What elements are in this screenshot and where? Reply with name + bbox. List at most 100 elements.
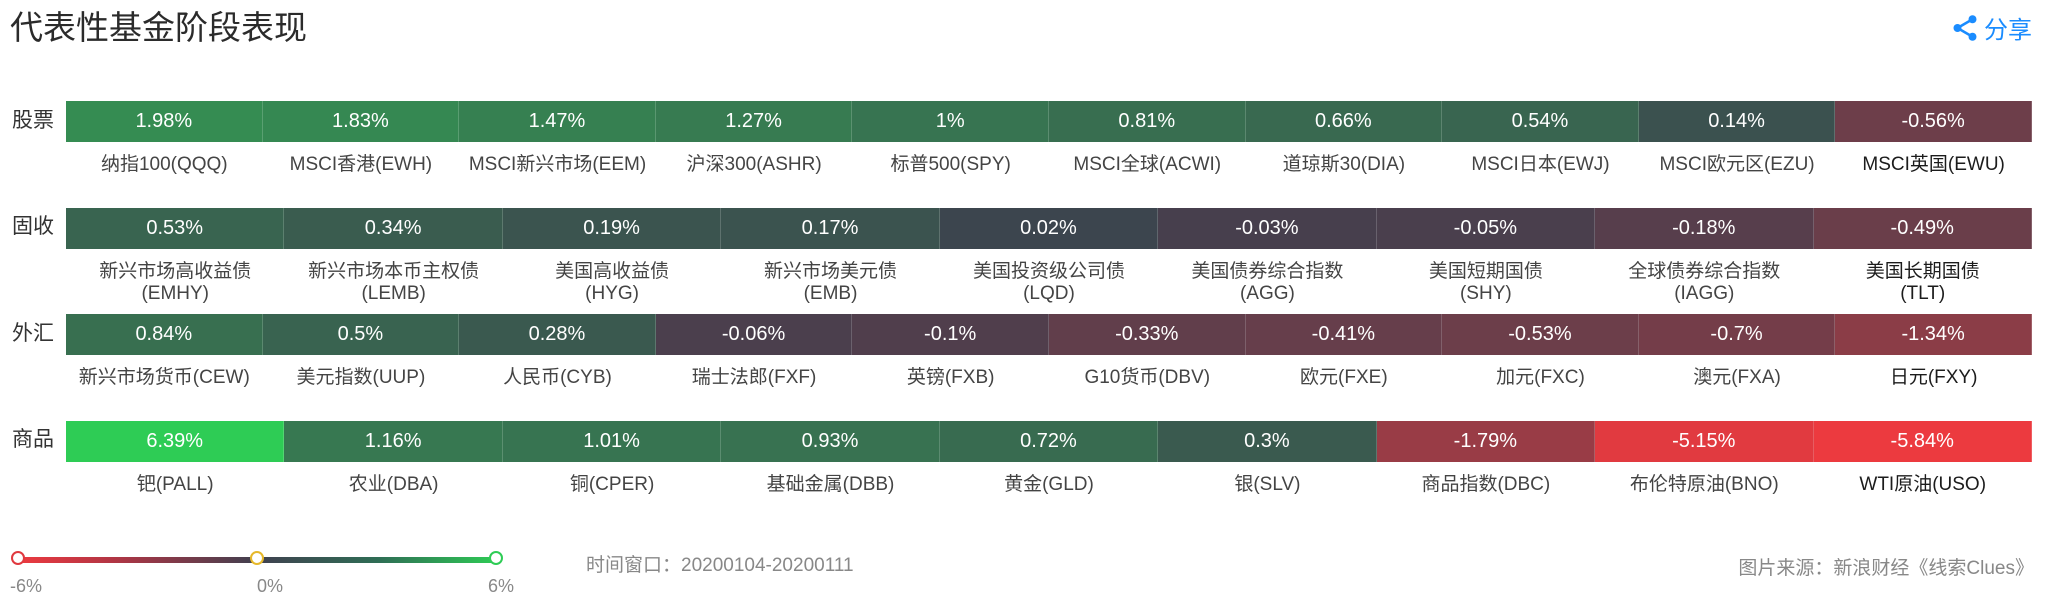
heatmap-cell[interactable]: 0.14%: [1638, 101, 1836, 142]
heatmap-cell[interactable]: 1%: [852, 101, 1049, 142]
fund-name-text: 人民币(CYB): [503, 367, 612, 388]
heatmap-cell[interactable]: 0.17%: [721, 208, 940, 249]
heatmap-cell[interactable]: -0.33%: [1048, 314, 1246, 355]
heatmap-cell[interactable]: 0.53%: [66, 208, 285, 249]
heatmap-cell[interactable]: -0.7%: [1638, 314, 1836, 355]
heatmap-cell[interactable]: 1.47%: [459, 101, 656, 142]
fund-name: MSCI欧元区(EZU): [1639, 154, 1836, 176]
fund-name: 铜(CPER): [503, 474, 721, 496]
cell-value: -5.84%: [1890, 430, 1954, 452]
heatmap-cell[interactable]: 1.16%: [284, 421, 503, 462]
cell-value: 0.53%: [146, 217, 204, 239]
share-label: 分享: [1984, 17, 2032, 44]
fund-name: 新兴市场高收益债 (EMHY): [66, 261, 284, 305]
fund-name: 日元(FXY): [1835, 367, 2032, 389]
fund-name-text: 全球债券综合指数: [1628, 261, 1781, 282]
fund-name: 加元(FXC): [1442, 367, 1639, 389]
fund-name-text: MSCI欧元区(EZU): [1659, 154, 1815, 175]
heatmap-cell[interactable]: 0.5%: [262, 314, 460, 355]
fund-name-text: 新兴市场美元债: [764, 261, 898, 282]
fund-name-text: 瑞士法郎(FXF): [691, 367, 817, 388]
fund-code: (LEMB): [361, 283, 426, 304]
legend-max-label: 6%: [488, 576, 515, 596]
row-label: 固收: [12, 215, 54, 238]
cell-value: -1.34%: [1901, 323, 1965, 345]
cell-value: 0.54%: [1511, 110, 1569, 132]
fund-name: MSCI新兴市场(EEM): [459, 154, 656, 176]
fund-name-text: 加元(FXC): [1496, 367, 1585, 388]
fund-code: (LQD): [1023, 283, 1075, 304]
heatmap-cell[interactable]: 0.66%: [1245, 101, 1443, 142]
cell-value: 0.81%: [1118, 110, 1176, 132]
fund-name-text: 日元(FXY): [1889, 367, 1978, 388]
heatmap-cell[interactable]: 0.3%: [1158, 421, 1377, 462]
heatmap-cell[interactable]: 0.72%: [939, 421, 1159, 462]
fund-name: 基础金属(DBB): [721, 474, 939, 496]
fund-name-text: 银(SLV): [1234, 474, 1301, 495]
heatmap-cell[interactable]: -0.1%: [852, 314, 1049, 355]
heatmap-cell[interactable]: 0.28%: [459, 314, 656, 355]
cell-value: -0.33%: [1115, 323, 1179, 345]
heatmap-cell[interactable]: -1.34%: [1835, 314, 2032, 355]
fund-name-text: 英镑(FXB): [906, 367, 995, 388]
cell-value: -0.56%: [1901, 110, 1965, 132]
cell-value: -0.05%: [1453, 217, 1518, 239]
cell-value: -0.06%: [721, 323, 786, 345]
heatmap-cell[interactable]: 0.93%: [721, 421, 940, 462]
fund-name-text: MSCI全球(ACWI): [1073, 154, 1222, 175]
fund-name-text: G10货币(DBV): [1084, 367, 1211, 388]
fund-name-text: 商品指数(DBC): [1421, 474, 1551, 495]
heatmap-cell[interactable]: -0.18%: [1595, 208, 1814, 249]
heatmap-cell[interactable]: -5.15%: [1595, 421, 1814, 462]
cell-value: 0.84%: [135, 323, 193, 345]
fund-name: 美国长期国债 (TLT): [1814, 261, 2032, 305]
time-window: 时间窗口：20200104-20200111: [586, 555, 854, 576]
heatmap-cell[interactable]: 1.27%: [655, 101, 853, 142]
legend-max-marker: [489, 551, 503, 565]
image-source: 图片来源：新浪财经《线索Clues》: [1738, 558, 2034, 579]
share-button[interactable]: 分享: [1950, 10, 2032, 45]
heatmap-cell[interactable]: 1.98%: [66, 101, 263, 142]
heatmap-cell[interactable]: 0.84%: [66, 314, 263, 355]
row-label: 外汇: [12, 322, 54, 345]
fund-name-text: MSCI新兴市场(EEM): [468, 154, 647, 175]
heatmap-cell[interactable]: -5.84%: [1813, 421, 2032, 462]
cell-value: -5.15%: [1672, 430, 1736, 452]
fund-name: 新兴市场本币主权债 (LEMB): [284, 261, 502, 305]
fund-name-text: MSCI英国(EWU): [1862, 154, 2005, 175]
fund-name: 布伦特原油(BNO): [1595, 474, 1813, 496]
heatmap-cell[interactable]: -0.05%: [1376, 208, 1596, 249]
heatmap-cell[interactable]: 1.01%: [502, 421, 722, 462]
cell-value: 0.72%: [1020, 430, 1077, 452]
fund-name-text: 铜(CPER): [569, 474, 655, 495]
fund-name: MSCI香港(EWH): [263, 154, 460, 176]
heatmap-cell[interactable]: -0.06%: [655, 314, 853, 355]
heatmap-cell[interactable]: -0.41%: [1245, 314, 1443, 355]
heatmap-cell[interactable]: 6.39%: [66, 421, 285, 462]
heatmap-row: 0.84% 0.5% 0.28% -0.06% -0.1% -0.33% -0.41% -0.…: [66, 314, 2032, 355]
heatmap-cell[interactable]: -1.79%: [1376, 421, 1596, 462]
fund-name: 欧元(FXE): [1246, 367, 1443, 389]
cell-value: 0.5%: [337, 323, 384, 345]
heatmap-cell[interactable]: 0.19%: [502, 208, 722, 249]
heatmap-cell[interactable]: 0.81%: [1048, 101, 1246, 142]
heatmap-cell[interactable]: -0.49%: [1813, 208, 2032, 249]
fund-name: G10货币(DBV): [1049, 367, 1246, 389]
cell-value: 0.17%: [801, 217, 859, 239]
fund-name-text: 美国高收益债: [555, 261, 670, 282]
heatmap-cell[interactable]: 0.54%: [1442, 101, 1639, 142]
fund-name: WTI原油(USO): [1814, 474, 2032, 496]
cell-value: 1.27%: [725, 110, 782, 132]
fund-name: 美元指数(UUP): [263, 367, 460, 389]
heatmap-cell[interactable]: 0.34%: [284, 208, 503, 249]
fund-name: 人民币(CYB): [459, 367, 656, 389]
share-icon: [1953, 14, 1977, 41]
heatmap-cell[interactable]: 1.83%: [262, 101, 460, 142]
heatmap-cell[interactable]: -0.56%: [1835, 101, 2032, 142]
heatmap-names-row: 新兴市场高收益债 (EMHY) 新兴市场本币主权债 (LEMB) 美国高收益债 (HYG)…: [66, 261, 2032, 305]
cell-value: 1.01%: [583, 430, 640, 452]
cell-value: -0.7%: [1710, 323, 1763, 345]
heatmap-cell[interactable]: -0.53%: [1442, 314, 1639, 355]
heatmap-cell[interactable]: -0.03%: [1158, 208, 1377, 249]
heatmap-cell[interactable]: 0.02%: [939, 208, 1159, 249]
